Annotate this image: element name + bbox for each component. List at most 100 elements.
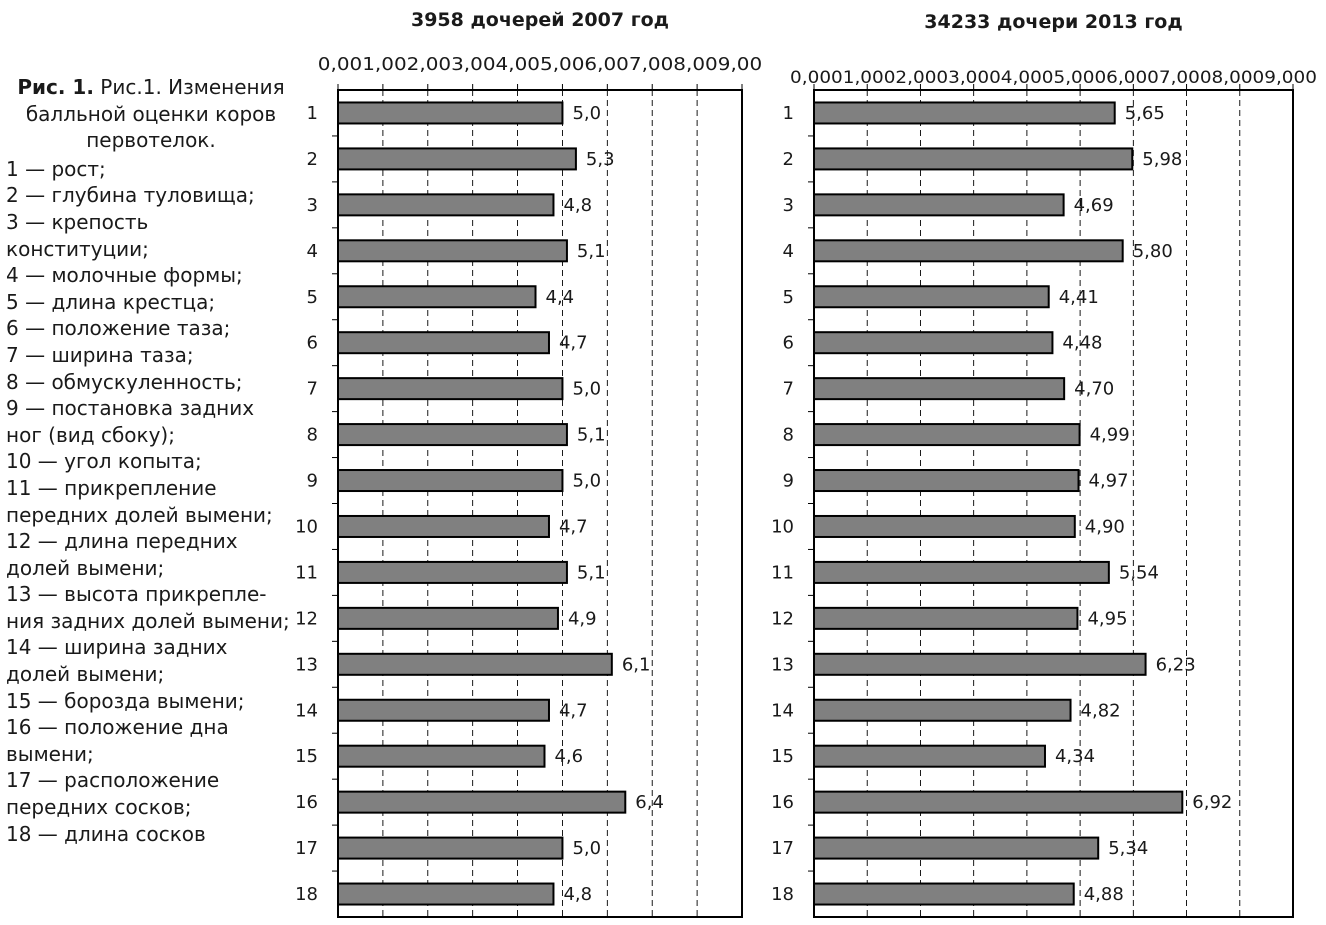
x-tick-label: 8,000	[1212, 68, 1265, 88]
legend-item: 13 — высота прикрепле-ния задних долей в…	[6, 582, 290, 633]
data-label: 4,82	[1081, 700, 1121, 721]
legend-item: 12 — длина передних долей вымени;	[6, 529, 238, 580]
category-label: 7	[783, 379, 794, 400]
data-label: 4,48	[1062, 333, 1102, 354]
bar	[813, 469, 1080, 493]
category-label: 10	[771, 516, 794, 537]
bar	[337, 147, 577, 171]
legend-item: 18 — длина сосков	[6, 821, 206, 846]
x-tick-labels: 0,00 1,00 2,00 3,00 4,00 5,00 6,00 7,00 8,00 9,00	[318, 55, 762, 75]
legend-item: 3 — крепость конституции;	[6, 209, 149, 261]
bar	[813, 744, 1046, 768]
bar	[813, 790, 1184, 814]
data-label: 4,8	[563, 195, 592, 216]
figure-legend: Рис. 1. Рис.1. Изменения балльной оценки…	[6, 74, 296, 847]
bar	[813, 285, 1050, 309]
data-label: 4,34	[1055, 746, 1095, 767]
data-label: 5,1	[577, 425, 606, 446]
category-label: 4	[783, 241, 794, 262]
bar	[337, 423, 568, 447]
x-tick-label: 3,000	[948, 68, 1001, 88]
data-label: 4,9	[568, 608, 597, 629]
bar	[813, 836, 1100, 860]
category-label: 11	[771, 562, 794, 583]
x-tick-label: 8,00	[673, 55, 717, 75]
bar	[337, 285, 537, 309]
x-tick-label: 0,000	[790, 68, 843, 88]
bar	[337, 331, 550, 355]
category-label: 6	[783, 333, 794, 354]
category-label: 13	[771, 654, 794, 675]
category-label: 2	[307, 149, 318, 170]
category-label: 1	[307, 103, 318, 124]
data-label: 4,8	[563, 884, 592, 905]
chart-title: 3958 дочерей 2007 год	[411, 9, 669, 31]
bar	[337, 560, 568, 584]
data-label: 4,6	[554, 746, 583, 767]
data-label: 5,3	[586, 149, 615, 170]
bar	[337, 698, 550, 722]
chart-2013: 34233 дочери 2013 год 0,000 1,000 2,000 3,00…	[771, 11, 1317, 918]
legend-list: 1 — рост; 2 — глубина туловища; 3 — крепос…	[6, 156, 296, 847]
category-label: 8	[783, 425, 794, 446]
bar	[813, 606, 1079, 630]
x-tick-label: 0,00	[318, 55, 362, 75]
bar	[813, 147, 1134, 171]
legend-item: 9 — постановка задних ног (вид сбоку);	[6, 396, 255, 447]
category-label: 15	[771, 746, 794, 767]
bar	[813, 239, 1124, 263]
bar	[337, 101, 564, 125]
legend-item: 15 — борозда вымени;	[6, 688, 245, 713]
data-label: 5,65	[1125, 103, 1165, 124]
legend-item: 2 — глубина туловища;	[6, 183, 255, 208]
legend-item: 14 — ширина задних долей вымени;	[6, 635, 228, 687]
legend-item: 8 — обмускуленность;	[6, 369, 243, 394]
x-tick-labels: 0,000 1,000 2,000 3,000 4,000 5,000 6,000 7,000…	[790, 68, 1317, 88]
category-label: 2	[783, 149, 794, 170]
data-label: 4,7	[559, 700, 588, 721]
data-label: 5,1	[577, 562, 606, 583]
category-label: 8	[307, 425, 318, 446]
data-label: 5,80	[1133, 241, 1173, 262]
category-label: 3	[307, 195, 318, 216]
data-label: 4,69	[1074, 195, 1114, 216]
x-tick-label: 9,00	[718, 55, 762, 75]
category-label: 12	[295, 608, 318, 629]
chart-2007: 3958 дочерей 2007 год 0,00 1,00 2,00 3,00 4,0…	[295, 9, 762, 918]
data-label: 4,99	[1090, 425, 1130, 446]
bar	[813, 101, 1116, 125]
data-label: 5,0	[572, 471, 601, 492]
x-tick-label: 6,000	[1106, 68, 1159, 88]
data-label: 4,90	[1085, 516, 1125, 537]
legend-item: 11 — прикрепление передних долей вымени;	[6, 475, 273, 527]
legend-item: 7 — ширина таза;	[6, 342, 194, 367]
x-tick-label: 1,000	[843, 68, 896, 88]
data-label: 4,70	[1074, 379, 1114, 400]
data-label: 4,7	[559, 333, 588, 354]
bar	[813, 882, 1075, 906]
category-label: 13	[295, 654, 318, 675]
category-label: 5	[783, 287, 794, 308]
category-label: 3	[783, 195, 794, 216]
data-label: 5,1	[577, 241, 606, 262]
category-label: 18	[771, 884, 794, 905]
bar	[337, 377, 564, 401]
category-label: 15	[295, 746, 318, 767]
category-label: 17	[771, 838, 794, 859]
x-tick-label: 6,00	[584, 55, 628, 75]
bar	[337, 744, 546, 768]
bar	[337, 882, 555, 906]
data-label: 6,4	[635, 792, 664, 813]
bar	[337, 239, 568, 263]
data-label: 4,97	[1089, 471, 1129, 492]
bar	[813, 377, 1066, 401]
category-label: 4	[307, 241, 318, 262]
category-label: 9	[307, 471, 318, 492]
bar	[337, 469, 564, 493]
x-tick-label: 9,000	[1264, 68, 1317, 88]
category-label: 16	[295, 792, 318, 813]
bar	[337, 652, 613, 676]
data-label: 5,0	[572, 838, 601, 859]
data-label: 6,92	[1192, 792, 1232, 813]
